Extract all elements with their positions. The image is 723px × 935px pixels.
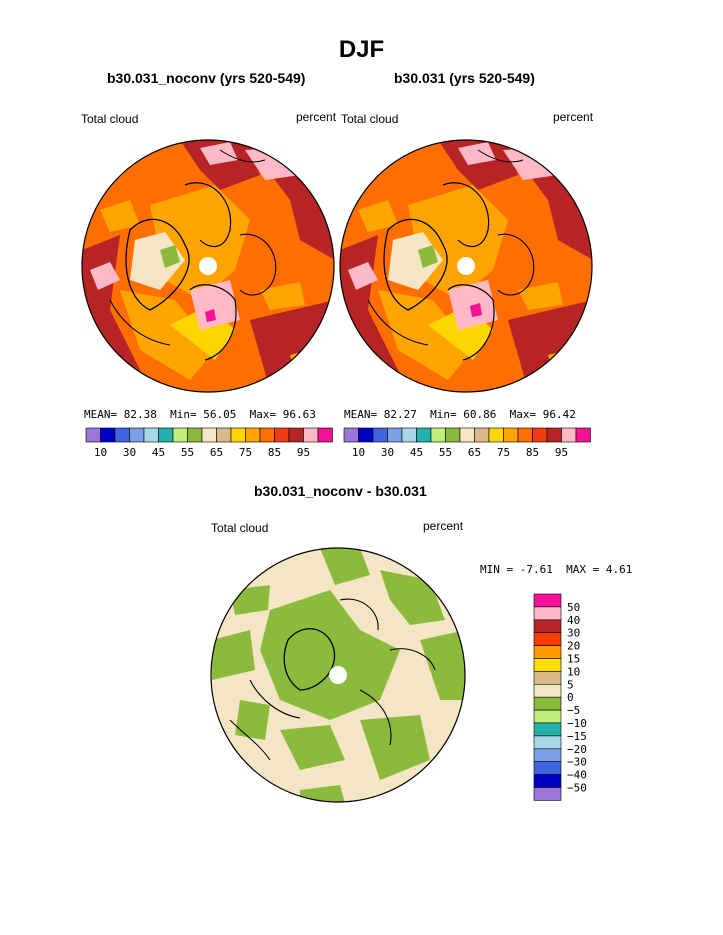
right-mean-label: MEAN= — [344, 408, 378, 421]
diff-colorbar-swatch — [533, 593, 562, 608]
diff-colorbar-swatch — [533, 632, 562, 646]
right-min-label: Min= — [430, 408, 457, 421]
left-colorbar-tick-label: 85 — [268, 446, 281, 459]
diff-colorbar-tick-label: −50 — [567, 782, 587, 795]
left-colorbar-tick-label: 65 — [210, 446, 223, 459]
diff-colorbar-tick-label: 0 — [567, 691, 574, 704]
left-colorbar-tick-label: 55 — [181, 446, 194, 459]
diff-min-label: MIN = — [480, 563, 514, 576]
right-colorbar-tick-label: 75 — [497, 446, 510, 459]
diff-variable-label: Total cloud — [211, 521, 269, 535]
right-units-label: percent — [553, 110, 594, 124]
left-units-label: percent — [296, 110, 337, 124]
right-mean-value: 82.27 — [383, 408, 417, 421]
diff-colorbar-tick-label: −15 — [567, 730, 587, 743]
left-mean-value: 82.38 — [123, 408, 157, 421]
diff-stats: MIN = -7.61 MAX = 4.61 — [480, 563, 632, 576]
diff-colorbar-tick-label: −30 — [567, 756, 587, 769]
diff-colorbar-swatch — [533, 671, 562, 685]
diff-panel-title: b30.031_noconv - b30.031 — [254, 483, 427, 499]
left-min-value: 56.05 — [203, 408, 237, 421]
diff-colorbar-tick-label: 10 — [567, 665, 580, 678]
left-colorbar-tick-label: 45 — [152, 446, 165, 459]
right-colorbar-swatch — [575, 427, 591, 443]
diff-colorbar-tick-label: 5 — [567, 678, 574, 691]
diff-colorbar-swatch — [533, 722, 562, 737]
right-max-value: 96.42 — [542, 408, 576, 421]
right-colorbar-tick-label: 65 — [468, 446, 481, 459]
diff-colorbar-tick-label: −10 — [567, 717, 587, 730]
right-colorbar-tick-label: 10 — [352, 446, 365, 459]
diff-colorbar-swatch — [533, 684, 562, 698]
diff-colorbar-tick-label: 15 — [567, 653, 580, 666]
left-variable-label: Total cloud — [81, 112, 139, 126]
diff-colorbar-tick-label: 20 — [567, 640, 580, 653]
diff-colorbar-swatch — [533, 774, 562, 788]
left-min-label: Min= — [170, 408, 197, 421]
diff-colorbar-tick-label: 50 — [567, 601, 580, 614]
right-variable-label: Total cloud — [341, 112, 399, 126]
diff-min-value: -7.61 — [519, 563, 553, 576]
diff-colorbar-swatch — [533, 761, 562, 775]
diff-colorbar-tick-label: 30 — [567, 627, 580, 640]
diff-colorbar-swatch — [533, 619, 562, 633]
left-colorbar-tick-label: 95 — [297, 446, 310, 459]
left-colorbar-tick-label: 30 — [123, 446, 136, 459]
diff-colorbar-swatch — [533, 735, 562, 750]
diff-colorbar-swatch — [533, 787, 562, 801]
page-title: DJF — [338, 36, 385, 63]
diff-colorbar-tick-label: −40 — [567, 769, 587, 782]
diff-units-label: percent — [423, 519, 464, 533]
diff-colorbar-swatch — [533, 645, 562, 659]
diff-colorbar-tick-label: −20 — [567, 743, 587, 756]
diff-colorbar-swatch — [533, 606, 562, 621]
right-colorbar-tick-label: 95 — [555, 446, 568, 459]
diff-colorbar-tick-label: 40 — [567, 614, 580, 627]
right-colorbar-tick-label: 30 — [381, 446, 394, 459]
right-colorbar: 10 30 45 55 65 75 85 95 — [343, 427, 591, 459]
left-stats: MEAN= 82.38 Min= 56.05 Max= 96.63 — [84, 408, 316, 421]
left-colorbar: 10 30 45 55 65 75 85 95 — [85, 427, 333, 459]
left-colorbar-swatch — [317, 427, 333, 443]
left-max-value: 96.63 — [282, 408, 316, 421]
left-mean-label: MEAN= — [84, 408, 118, 421]
left-colorbar-tick-label: 10 — [94, 446, 107, 459]
left-panel-title: b30.031_noconv (yrs 520-549) — [107, 70, 306, 86]
right-min-value: 60.86 — [463, 408, 497, 421]
right-colorbar-tick-label: 45 — [410, 446, 423, 459]
right-panel-title: b30.031 (yrs 520-549) — [394, 70, 535, 86]
left-colorbar-tick-label: 75 — [239, 446, 252, 459]
right-max-label: Max= — [509, 408, 537, 421]
diff-colorbar-swatch — [533, 658, 562, 672]
right-colorbar-tick-label: 85 — [526, 446, 539, 459]
diff-colorbar-tick-label: −5 — [567, 704, 580, 717]
diff-max-label: MAX = — [566, 563, 600, 576]
diff-max-value: 4.61 — [605, 563, 633, 576]
right-stats: MEAN= 82.27 Min= 60.86 Max= 96.42 — [344, 408, 576, 421]
left-max-label: Max= — [249, 408, 277, 421]
diff-colorbar-swatch — [533, 709, 562, 724]
diff-colorbar-swatch — [533, 696, 562, 711]
diff-colorbar-swatch — [533, 748, 562, 763]
right-colorbar-tick-label: 55 — [439, 446, 452, 459]
